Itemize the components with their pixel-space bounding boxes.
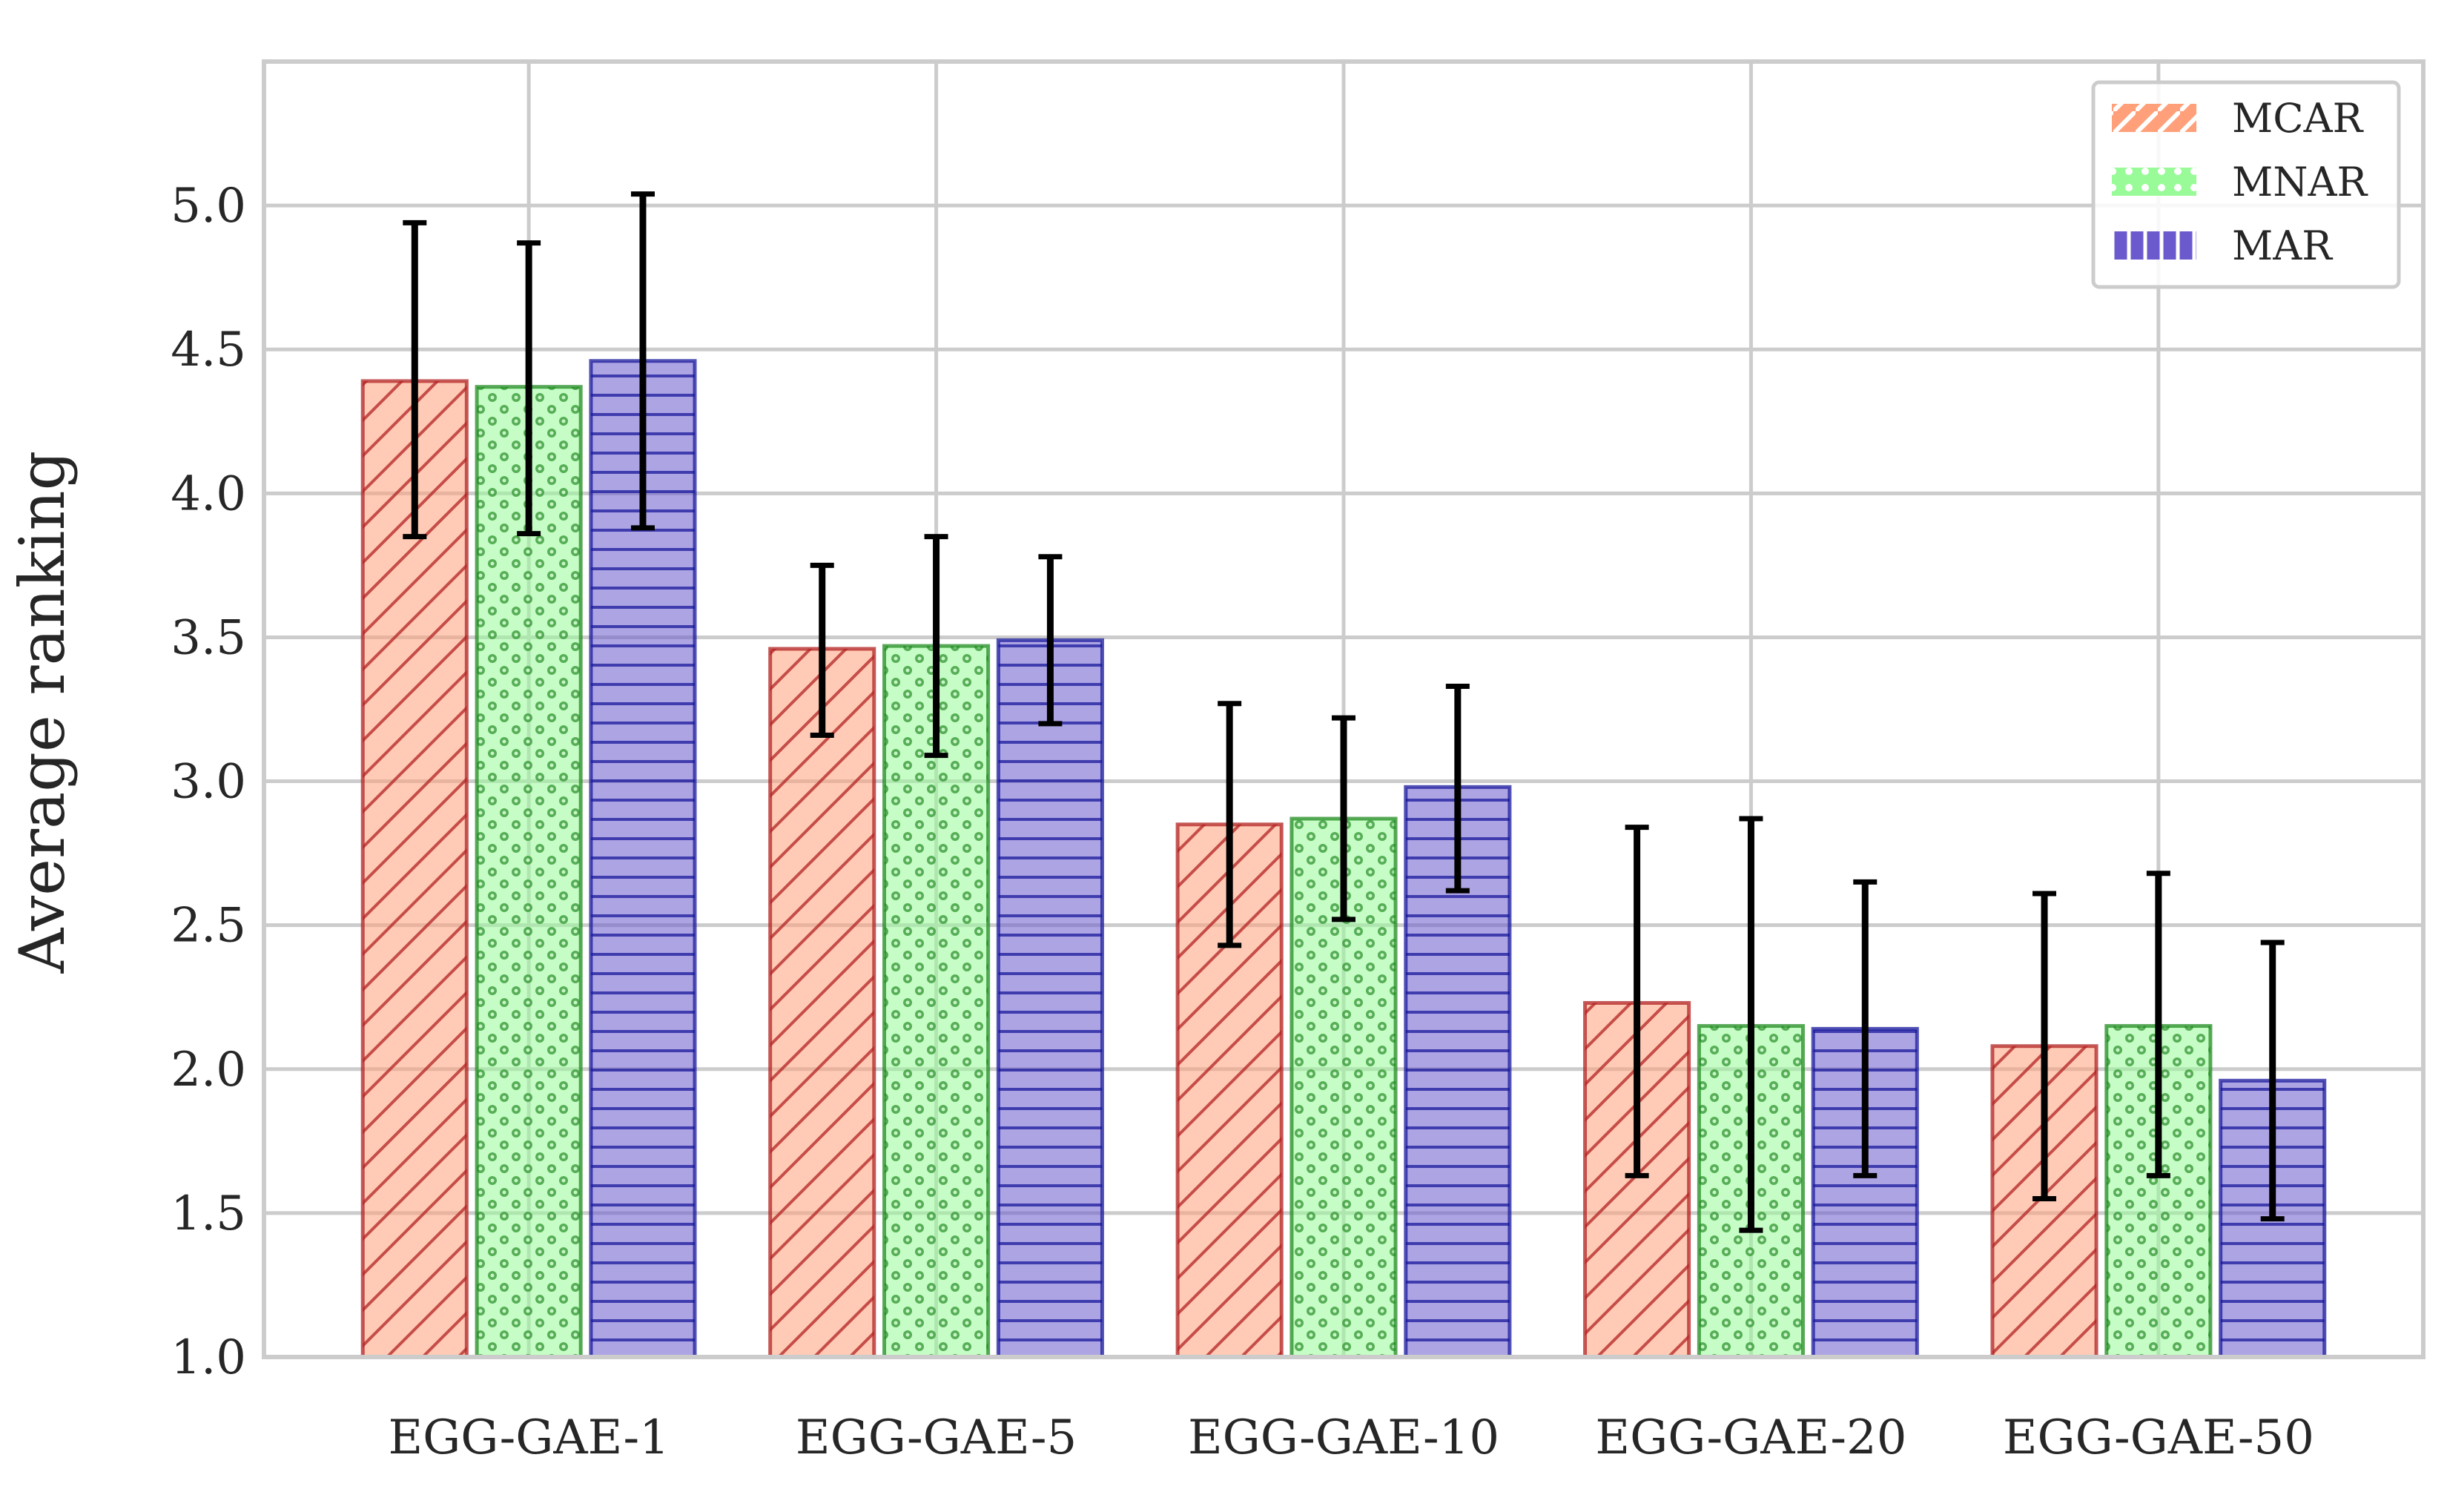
bar-mcar-egg-gae-1-hatch: [360, 379, 469, 1359]
legend-item-mcar: MCAR: [2112, 95, 2364, 142]
error-bar-mar-egg-gae-5: [1038, 554, 1063, 727]
error-bar-mar-egg-gae-20: [1853, 879, 1878, 1178]
legend-label: MAR: [2232, 222, 2333, 269]
legend-label: MNAR: [2232, 159, 2368, 205]
y-tick-labels: 1.0 1.5 2.0 2.5 3.0 3.5 4.0 4.5 5.0: [171, 179, 246, 1385]
error-bar-mcar-egg-gae-50: [2032, 891, 2057, 1201]
legend-swatch-hatch: [2112, 231, 2196, 260]
error-bar-mnar-egg-gae-50: [2146, 871, 2170, 1178]
legend-item-mnar: MNAR: [2112, 159, 2368, 205]
error-bar-mnar-egg-gae-10: [1332, 715, 1355, 922]
y-tick-label: 5.0: [171, 179, 246, 234]
bar-mnar-egg-gae-1-hatch: [475, 385, 583, 1359]
bar-mcar-egg-gae-5-hatch: [768, 647, 876, 1359]
error-bar-mnar-egg-gae-5: [924, 534, 948, 759]
legend-swatch-hatch: [2112, 168, 2196, 196]
error-bar-mar-egg-gae-10: [1445, 683, 1470, 894]
error-bar-mcar-egg-gae-1: [403, 219, 427, 540]
x-tick-label: EGG-GAE-5: [796, 1410, 1077, 1465]
y-tick-label: 2.5: [171, 899, 246, 954]
plot-frame: [262, 59, 2425, 1359]
y-tick-label: 1.0: [171, 1330, 246, 1385]
error-bar-mnar-egg-gae-1: [517, 240, 541, 537]
legend-swatch-hatch: [2112, 104, 2196, 132]
bar-mar-egg-gae-5-hatch: [996, 638, 1104, 1359]
error-bars: [403, 191, 2285, 1233]
x-tick-label: EGG-GAE-1: [388, 1410, 669, 1465]
legend-label: MCAR: [2232, 95, 2364, 142]
y-tick-label: 3.5: [171, 610, 246, 665]
y-tick-label: 3.0: [171, 755, 246, 810]
y-tick-label: 2.0: [171, 1043, 246, 1097]
error-bar-mcar-egg-gae-10: [1218, 701, 1242, 948]
error-bar-mar-egg-gae-1: [630, 191, 655, 531]
error-bar-mcar-egg-gae-20: [1625, 825, 1649, 1178]
legend-item-mar: MAR: [2112, 222, 2333, 269]
x-tick-labels: EGG-GAE-1 EGG-GAE-5 EGG-GAE-10 EGG-GAE-20 EG…: [388, 1410, 2314, 1465]
x-tick-label: EGG-GAE-20: [1595, 1410, 1906, 1465]
x-tick-label: EGG-GAE-10: [1188, 1410, 1499, 1465]
legend: MCAR MNAR MAR: [2091, 80, 2401, 289]
y-tick-label: 4.0: [171, 466, 246, 521]
error-bar-mcar-egg-gae-5: [810, 562, 834, 738]
y-tick-label: 1.5: [171, 1186, 246, 1241]
error-bar-mnar-egg-gae-20: [1739, 816, 1763, 1233]
y-axis-title: Average ranking: [6, 451, 79, 974]
x-tick-label: EGG-GAE-50: [2003, 1410, 2314, 1465]
error-bar-mar-egg-gae-50: [2260, 940, 2285, 1222]
y-tick-label: 4.5: [171, 323, 246, 377]
